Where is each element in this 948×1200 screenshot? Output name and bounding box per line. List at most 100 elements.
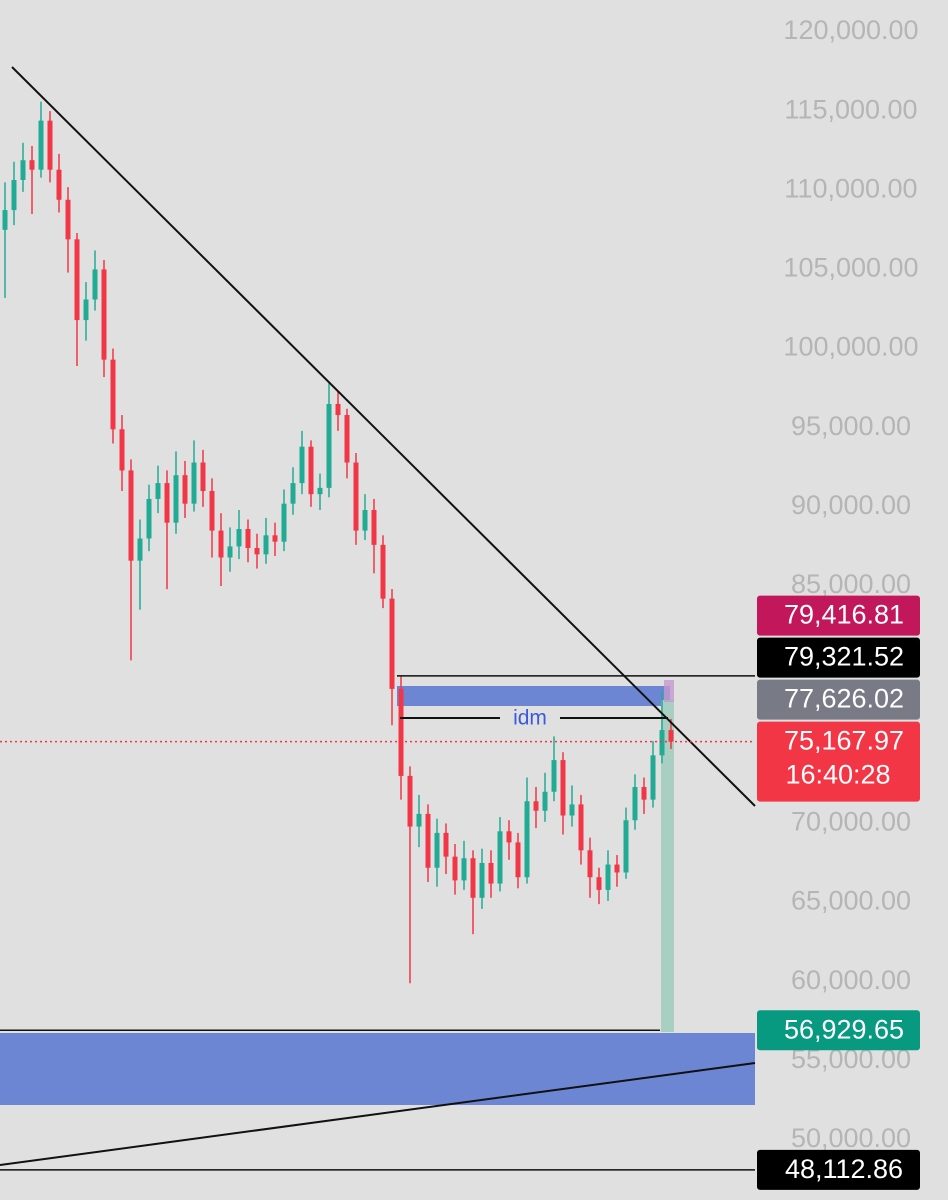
y-tick-label: 70,000.00 [791,807,911,837]
candle-body [605,864,611,890]
price-label: 79,321.52 [784,642,904,672]
candle-body [515,842,521,878]
candle-body [371,510,377,545]
trendline [11,66,756,807]
price-label-box [757,637,920,678]
y-tick-label: 110,000.00 [784,173,917,203]
candle-body [461,858,467,881]
candle-body [497,831,503,884]
candle-body [164,483,170,523]
price-label-box [757,595,920,636]
price-label: 48,112.86 [785,1154,903,1184]
candle-body [200,462,206,492]
y-tick-label: 65,000.00 [791,886,911,916]
candle-body [380,544,386,599]
candle-body [74,239,80,321]
candle-body [65,199,71,240]
candle-body [236,529,242,547]
y-tick-label: 60,000.00 [791,965,911,995]
candle-body [524,801,530,878]
candle-body [542,791,548,811]
candle-body [47,120,53,170]
idm-label: idm [513,707,547,730]
price-label: 75,167.97 [784,726,904,756]
supply-zone [397,686,670,706]
candle-body [191,462,197,504]
candle-body [173,475,179,523]
y-tick-label: 50,000.00 [791,1123,911,1153]
countdown: 16:40:28 [785,760,890,790]
candle-body [182,475,188,504]
candle-body [308,446,314,495]
y-tick-label: 95,000.00 [791,411,911,441]
candle-body [317,487,323,495]
candle-body [155,483,161,499]
candle-body [2,210,8,230]
candle-body [362,510,368,531]
candle-body [56,169,62,200]
candle-body [146,498,152,539]
y-tick-label: 90,000.00 [791,490,911,520]
candle-body [128,470,134,561]
candle-body [335,403,341,416]
candle-body [83,299,89,321]
candle-body [506,831,512,843]
position-tool [661,700,674,1032]
candle-body [587,850,593,878]
candle-body [272,535,278,542]
y-tick-label: 105,000.00 [783,253,918,283]
candle-body [416,813,422,827]
candle-body [245,529,251,548]
price-label-box [757,1149,920,1190]
trendline [0,1062,756,1166]
candle-body [389,598,395,689]
candle-body [281,503,287,542]
candle-body [623,820,629,873]
candle-body [578,804,584,851]
y-tick-label: 100,000.00 [783,332,918,362]
candle-body [452,856,458,881]
y-tick-label: 85,000.00 [791,569,911,599]
candle-body [632,786,638,821]
candle-body [443,832,449,857]
candle-body [209,491,215,531]
demand-zone [0,1033,755,1105]
candle-body [29,160,35,170]
candle-body [92,269,98,300]
candle-body [290,483,296,504]
candle-body [425,813,431,868]
candle-body [299,446,305,484]
candle-body [614,864,620,873]
candle-body [470,858,476,898]
candle-body [353,462,359,531]
position-tool-top [664,680,674,702]
candle-body [227,546,233,558]
candle-body [488,862,494,884]
y-tick-label: 120,000.00 [783,15,918,45]
candle-body [560,760,566,816]
candle-body [344,415,350,463]
candle-body [326,403,332,488]
candle-body [668,730,674,742]
candle-body [137,538,143,561]
candle-body [38,120,44,170]
overlay: 79,416.81 79,321.52 77,626.02 75,167.97 16:4… [0,595,920,1190]
candle-body [569,804,575,816]
candle-body [434,832,440,868]
candle-body [263,535,269,555]
candle-body [254,547,260,555]
price-label-box [757,1010,920,1051]
price-label-box [757,679,920,720]
candle-body [101,269,107,360]
price-label: 77,626.02 [784,684,904,714]
candle-body [650,755,656,800]
candle-body [533,801,539,811]
y-tick-label: 115,000.00 [784,94,917,124]
candles: 120,000.00 115,000.00 110,000.00 105,000.00… [2,15,919,1153]
candle-body [407,775,413,827]
price-label: 79,416.81 [784,600,904,630]
candle-body [20,160,26,180]
candle-body [398,688,404,776]
